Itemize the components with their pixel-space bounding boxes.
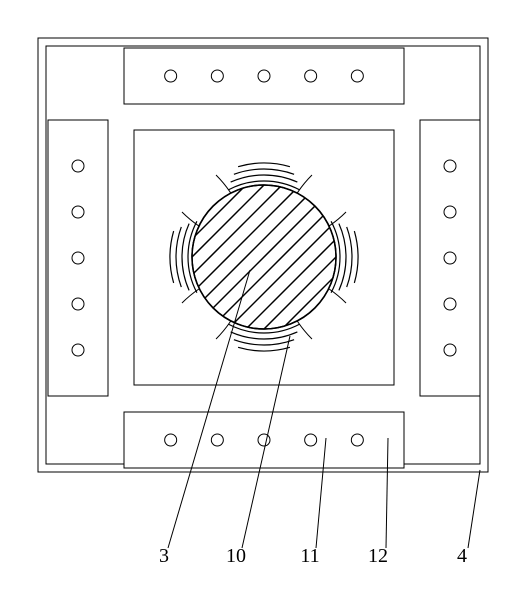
- label-10: 10: [226, 545, 246, 567]
- label-4: 4: [457, 545, 467, 567]
- label-12: 12: [368, 545, 388, 567]
- diagram-svg: 3 10 11 12 4: [20, 20, 506, 588]
- technical-diagram: 3 10 11 12 4: [20, 20, 506, 588]
- label-11: 11: [300, 545, 319, 567]
- label-3: 3: [159, 545, 169, 567]
